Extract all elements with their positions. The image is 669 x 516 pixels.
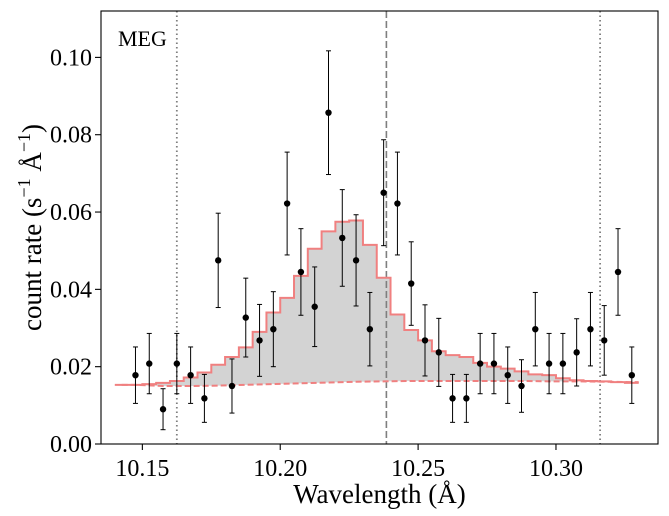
data-point <box>352 257 360 264</box>
y-axis-title: count rate (s−1 Å−1) <box>14 124 47 331</box>
plot-frame <box>100 10 659 445</box>
panel-label: MEG <box>118 26 167 51</box>
data-point <box>242 314 249 321</box>
data-point <box>435 349 442 356</box>
data-point <box>573 349 580 356</box>
data-point <box>518 382 525 390</box>
data-point <box>532 325 539 333</box>
data-point <box>228 382 236 390</box>
data-point <box>173 360 181 367</box>
data-point <box>490 360 498 367</box>
data-point <box>628 371 636 379</box>
x-tick-label: 10.30 <box>529 456 583 482</box>
data-point <box>283 200 291 207</box>
data-point <box>187 371 194 379</box>
data-point <box>270 325 277 333</box>
data-point <box>311 303 318 310</box>
data-point <box>214 257 222 264</box>
model-fill-layer <box>114 220 639 387</box>
data-point-layer <box>132 109 636 413</box>
data-point <box>256 337 263 344</box>
data-point <box>476 360 484 367</box>
data-point <box>601 337 608 344</box>
y-axis-title-exponent: −1 <box>14 178 34 197</box>
data-point <box>408 280 415 287</box>
y-tick-label: 0.02 <box>50 355 92 381</box>
y-tick-label: 0.10 <box>50 45 92 71</box>
y-tick-label: 0.00 <box>50 432 92 458</box>
x-tick-label: 10.15 <box>115 456 169 482</box>
data-point <box>146 360 153 367</box>
data-point <box>504 371 511 379</box>
y-tick-label: 0.08 <box>50 123 92 149</box>
y-axis-title-part: ) <box>17 124 47 133</box>
background-dashed-line <box>121 379 639 388</box>
model-step-line <box>114 219 639 386</box>
data-point <box>325 109 332 116</box>
x-axis: 10.15 10.20 10.25 10.30 <box>115 444 583 482</box>
data-point <box>587 325 594 333</box>
background-line-layer <box>121 379 639 388</box>
data-point <box>463 395 470 402</box>
x-tick-label: 10.25 <box>391 456 445 482</box>
y-tick-label: 0.06 <box>50 200 92 226</box>
data-point <box>366 325 374 333</box>
data-point <box>132 371 139 379</box>
x-axis-title: Wavelength (Å) <box>293 479 466 509</box>
x-tick-label: 10.20 <box>253 456 307 482</box>
data-point <box>421 337 429 344</box>
y-axis: 0.00 0.02 0.04 0.06 0.08 0.10 <box>50 45 101 458</box>
y-tick-label: 0.04 <box>50 277 92 303</box>
model-fill-area <box>114 220 639 387</box>
data-point <box>394 200 401 207</box>
data-point <box>201 395 208 402</box>
data-point <box>159 406 167 413</box>
data-point <box>559 360 567 367</box>
y-axis-title-part: Å <box>17 152 47 179</box>
data-point <box>380 189 387 196</box>
model-line-layer <box>114 219 639 386</box>
y-axis-title-part: count rate (s <box>17 198 47 331</box>
y-axis-title-exponent: −1 <box>14 133 34 152</box>
data-point <box>339 234 346 242</box>
data-point <box>614 268 622 276</box>
data-point <box>297 268 305 276</box>
data-point <box>545 360 553 367</box>
data-point <box>449 395 456 402</box>
